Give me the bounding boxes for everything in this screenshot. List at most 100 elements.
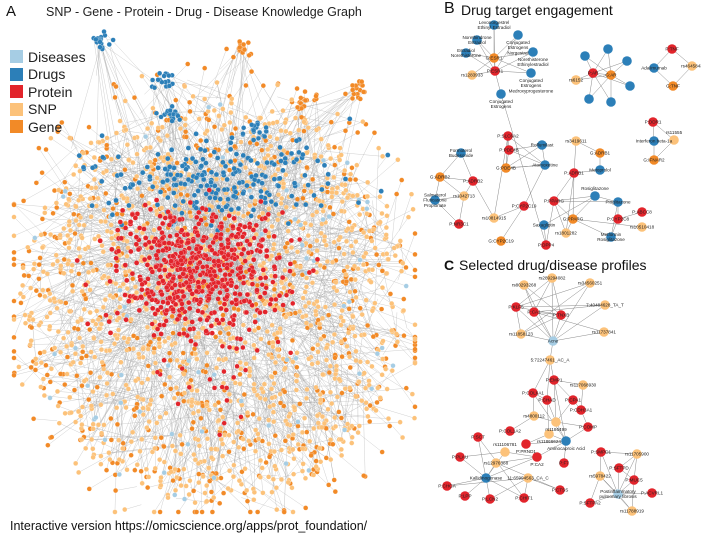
node-gene[interactable] <box>122 167 128 173</box>
node-gene[interactable] <box>332 355 338 361</box>
node-gene[interactable] <box>338 415 344 421</box>
node-gene[interactable] <box>361 89 367 95</box>
node-snp[interactable] <box>331 285 337 291</box>
node-gene[interactable] <box>213 334 219 340</box>
node-snp[interactable] <box>117 118 123 124</box>
node-gene[interactable] <box>76 271 82 277</box>
node-gene[interactable] <box>128 452 134 458</box>
node-gene[interactable] <box>246 52 252 58</box>
node-snp[interactable] <box>372 300 378 306</box>
node-snp[interactable] <box>372 245 378 251</box>
node-snp[interactable] <box>137 448 143 454</box>
node-snp[interactable] <box>144 425 150 431</box>
node-snp[interactable] <box>269 386 275 392</box>
node-gene[interactable] <box>204 362 210 368</box>
node-gene[interactable] <box>232 158 238 164</box>
node-snp[interactable] <box>213 176 220 182</box>
node-snp[interactable] <box>290 359 296 365</box>
node-snp[interactable] <box>286 433 292 439</box>
node-snp[interactable] <box>196 480 202 486</box>
node-gene[interactable] <box>339 354 345 360</box>
node-gene[interactable] <box>206 117 212 123</box>
node-gene[interactable] <box>49 434 55 440</box>
node-gene[interactable] <box>168 386 174 392</box>
node-snp[interactable] <box>68 410 74 416</box>
node-snp[interactable] <box>76 222 82 228</box>
node-snp[interactable] <box>318 230 324 236</box>
node-snp[interactable] <box>126 336 132 342</box>
node-snp[interactable] <box>79 422 85 428</box>
node-gene[interactable] <box>147 339 154 345</box>
node-snp[interactable] <box>269 489 275 495</box>
node-gene[interactable] <box>254 141 260 147</box>
node-gene[interactable] <box>376 262 382 268</box>
node-snp[interactable] <box>17 291 23 297</box>
node-snp[interactable] <box>303 320 309 326</box>
node-snp[interactable] <box>257 395 263 401</box>
node-snp[interactable] <box>69 342 75 348</box>
node-snp[interactable] <box>61 226 67 232</box>
node-snp[interactable] <box>128 317 134 323</box>
node-snp[interactable] <box>266 441 272 447</box>
node-snp[interactable] <box>328 437 334 443</box>
node-snp[interactable] <box>70 288 76 294</box>
node-gene[interactable] <box>359 79 365 85</box>
node-snp[interactable] <box>265 152 271 159</box>
node-gene[interactable] <box>221 490 227 496</box>
node-snp[interactable] <box>154 420 160 426</box>
node-gene[interactable] <box>357 305 363 311</box>
node-snp[interactable] <box>77 335 83 341</box>
node-snp[interactable] <box>393 331 399 337</box>
node-snp[interactable] <box>33 356 39 362</box>
node-snp[interactable] <box>99 243 105 249</box>
node-snp[interactable] <box>256 436 262 442</box>
node-snp[interactable] <box>338 446 344 452</box>
node-snp[interactable] <box>227 468 233 474</box>
node-snp[interactable] <box>83 445 89 451</box>
node-snp[interactable] <box>318 459 324 465</box>
node-snp[interactable] <box>101 366 107 372</box>
node-snp[interactable] <box>195 400 201 406</box>
node-snp[interactable] <box>311 425 317 431</box>
node-snp[interactable] <box>61 270 67 276</box>
node-gene[interactable] <box>180 350 186 356</box>
node-gene[interactable] <box>218 475 224 481</box>
node-snp[interactable] <box>52 345 58 351</box>
node-gene[interactable] <box>199 509 205 515</box>
node-snp[interactable] <box>204 401 210 407</box>
node-snp[interactable] <box>139 380 145 386</box>
node-snp[interactable] <box>293 387 299 393</box>
node-snp[interactable] <box>101 273 107 279</box>
node-snp[interactable] <box>87 287 93 293</box>
node-gene[interactable] <box>308 452 314 458</box>
node-snp[interactable] <box>258 336 264 342</box>
node-snp[interactable] <box>291 456 297 462</box>
node-gene[interactable] <box>243 82 249 88</box>
node-snp[interactable] <box>50 261 56 268</box>
node-snp[interactable] <box>293 115 299 121</box>
node-snp[interactable] <box>352 277 358 283</box>
node-snp[interactable] <box>212 402 218 408</box>
node-gene[interactable] <box>256 325 262 331</box>
node-snp[interactable] <box>41 349 47 355</box>
node-snp[interactable] <box>343 271 349 278</box>
node-gene[interactable] <box>412 267 418 273</box>
node-snp[interactable] <box>301 119 307 125</box>
node-gene[interactable] <box>43 147 49 153</box>
node-snp[interactable] <box>247 203 253 209</box>
node-snp[interactable] <box>236 478 242 484</box>
node-snp[interactable] <box>168 469 174 475</box>
node-gene[interactable] <box>237 44 243 50</box>
node-snp[interactable] <box>347 385 353 391</box>
node-snp[interactable] <box>331 174 337 180</box>
node-snp[interactable] <box>349 423 355 429</box>
node-snp[interactable] <box>150 105 156 111</box>
node-gene[interactable] <box>145 485 151 491</box>
node-snp[interactable] <box>208 446 214 452</box>
node-snp[interactable] <box>113 130 120 136</box>
node-gene[interactable] <box>282 438 288 444</box>
node-snp[interactable] <box>317 321 323 327</box>
node-gene[interactable] <box>222 216 228 222</box>
node-snp[interactable] <box>247 368 253 374</box>
node-gene[interactable] <box>272 370 278 376</box>
